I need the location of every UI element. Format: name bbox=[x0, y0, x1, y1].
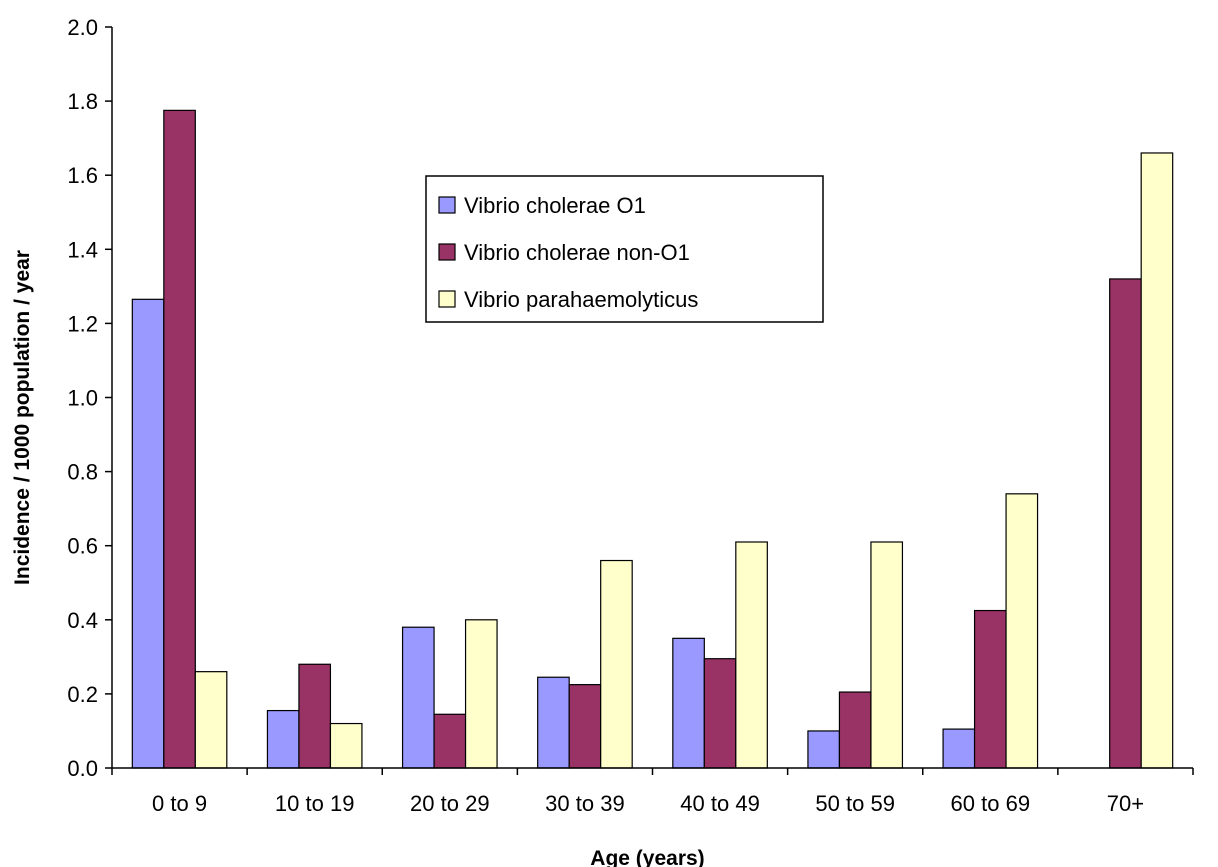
y-tick-label: 0.0 bbox=[67, 756, 98, 781]
legend-swatch bbox=[438, 290, 456, 308]
y-tick-label: 0.6 bbox=[67, 534, 98, 559]
y-tick-label: 0.4 bbox=[67, 608, 98, 633]
x-tick-label: 60 to 69 bbox=[951, 791, 1031, 816]
bar bbox=[1140, 152, 1174, 769]
x-tick-label: 10 to 19 bbox=[275, 791, 355, 816]
bar bbox=[194, 671, 228, 769]
bar bbox=[401, 626, 435, 769]
bar bbox=[807, 730, 841, 769]
bar bbox=[600, 559, 633, 769]
x-tick-label: 30 to 39 bbox=[545, 791, 625, 816]
bar bbox=[464, 619, 498, 769]
bar bbox=[838, 691, 872, 769]
legend: Vibrio cholerae O1 Vibrio cholerae non-O1… bbox=[425, 175, 824, 323]
y-tick-label: 0.8 bbox=[67, 460, 98, 485]
x-tick-label: 0 to 9 bbox=[152, 791, 207, 816]
bar bbox=[870, 541, 904, 769]
bar bbox=[537, 676, 570, 769]
bars-layer bbox=[131, 109, 1174, 769]
y-tick-label: 0.2 bbox=[67, 682, 98, 707]
legend-swatch bbox=[438, 243, 456, 261]
legend-swatch bbox=[438, 196, 456, 214]
y-tick-label: 1.6 bbox=[67, 163, 98, 188]
x-tick-label: 70+ bbox=[1107, 791, 1144, 816]
bar bbox=[973, 609, 1007, 769]
bar bbox=[735, 541, 768, 769]
x-tick-label: 50 to 59 bbox=[815, 791, 895, 816]
bar bbox=[1005, 493, 1039, 769]
x-tick-label: 20 to 29 bbox=[410, 791, 490, 816]
x-axis-ticks: 0 to 9 10 to 19 20 to 29 30 to 39 40 to 49 50… bbox=[111, 768, 1194, 816]
y-tick-label: 1.2 bbox=[67, 311, 98, 336]
bar bbox=[703, 658, 737, 769]
y-tick-label: 1.8 bbox=[67, 89, 98, 114]
y-tick-label: 1.0 bbox=[67, 386, 98, 411]
bar bbox=[1109, 278, 1142, 769]
bar bbox=[942, 728, 976, 769]
bar bbox=[163, 109, 196, 769]
x-axis-title: Age (years) bbox=[590, 847, 704, 867]
legend-label: Vibrio parahaemolyticus bbox=[464, 287, 698, 312]
bar bbox=[329, 722, 363, 769]
bar bbox=[433, 713, 467, 769]
legend-box bbox=[425, 175, 824, 323]
y-axis-ticks: 0.0 0.2 0.4 0.6 0.8 1.0 1.2 1.4 1.6 1.8 2.0 bbox=[67, 15, 112, 781]
y-tick-label: 1.4 bbox=[67, 237, 98, 262]
legend-label: Vibrio cholerae O1 bbox=[464, 193, 646, 218]
legend-label: Vibrio cholerae non-O1 bbox=[464, 240, 690, 265]
bar bbox=[672, 637, 705, 769]
bar bbox=[298, 663, 332, 769]
bar bbox=[131, 298, 165, 769]
y-axis-title: Incidence / 1000 population / year bbox=[11, 250, 34, 585]
bar bbox=[266, 709, 300, 769]
x-tick-label: 40 to 49 bbox=[680, 791, 760, 816]
bar bbox=[568, 684, 602, 769]
y-tick-label: 2.0 bbox=[67, 15, 98, 40]
